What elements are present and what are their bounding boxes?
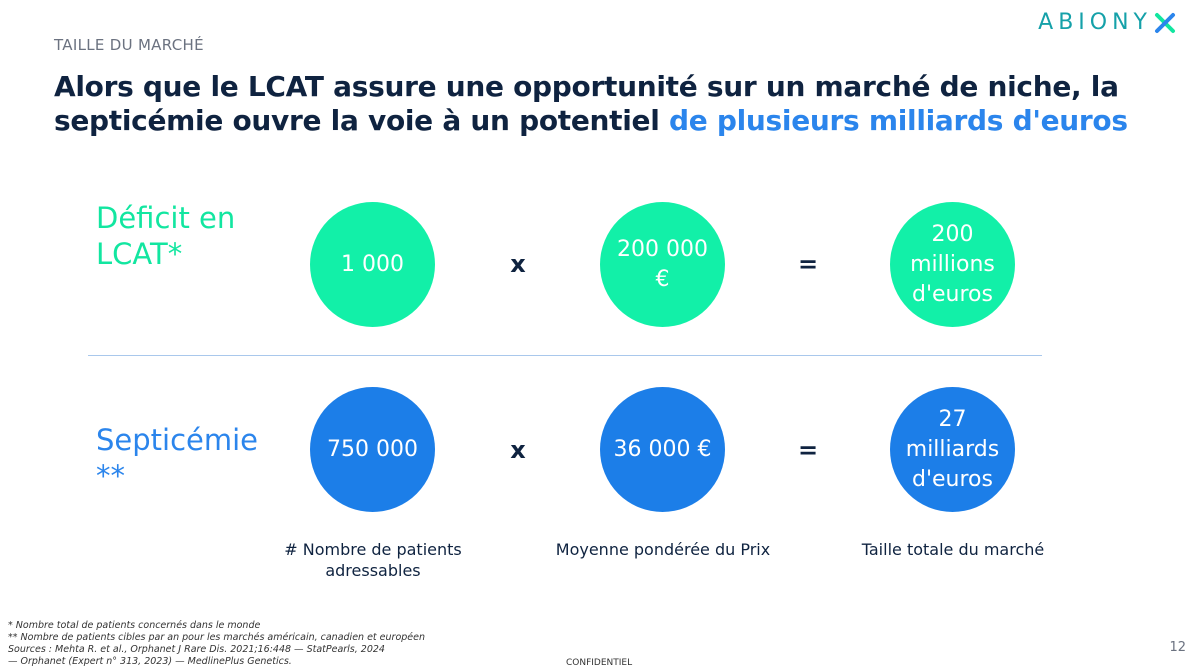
septicemia-price-value: 36 000 € [613,436,712,462]
septicemia-multiply-sign: x [510,436,526,464]
lcat-multiply-sign: x [510,250,526,278]
row-divider [88,355,1042,356]
lcat-price-value: 200 000 € [617,236,708,292]
confidential-label: CONFIDENTIEL [566,658,633,668]
row-label-lcat: Déficit en LCAT* [96,201,236,271]
lcat-market-circle: 200 millions d'euros [890,202,1015,327]
footnote-2: ** Nombre de patients cibles par an pour… [8,632,425,643]
footnotes: * Nombre total de patients concernés dan… [8,620,425,668]
headline-accent: de plusieurs milliards d'euros [668,104,1128,137]
septicemia-market-value: 27 milliards d'euros [905,406,1000,492]
septicemia-patients-circle: 750 000 [310,387,435,512]
sources-line-2: — Orphanet (Expert n° 313, 2023) — Medli… [8,656,292,667]
logo-text: ABIONY [1038,10,1152,35]
lcat-price-circle: 200 000 € [600,202,725,327]
footnote-1: * Nombre total de patients concernés dan… [8,620,261,631]
slide-headline: Alors que le LCAT assure une opportunité… [54,70,1174,138]
caption-market: Taille totale du marché [861,540,1045,559]
lcat-market-value: 200 millions d'euros [910,221,995,307]
septicemia-price-circle: 36 000 € [600,387,725,512]
section-label: TAILLE DU MARCHÉ [54,36,204,54]
logo-x-mark-icon [1155,12,1175,33]
lcat-equals-sign: = [797,250,819,278]
lcat-patients-circle: 1 000 [310,202,435,327]
sources-line-1: Sources : Mehta R. et al., Orphanet J Ra… [8,644,385,655]
caption-patients: # Nombre de patients adressables [284,540,462,580]
row-label-septicemia: Septicémie ** [96,423,259,493]
caption-price: Moyenne pondérée du Prix [555,540,771,559]
septicemia-equals-sign: = [797,436,819,464]
headline-main: Alors que le LCAT assure une opportunité… [54,70,1119,137]
septicemia-patients-value: 750 000 [327,436,418,462]
page-number: 12 [1169,640,1186,655]
abionyx-logo: ABIONY [1038,10,1176,35]
septicemia-market-circle: 27 milliards d'euros [890,387,1015,512]
lcat-patients-value: 1 000 [341,251,404,277]
